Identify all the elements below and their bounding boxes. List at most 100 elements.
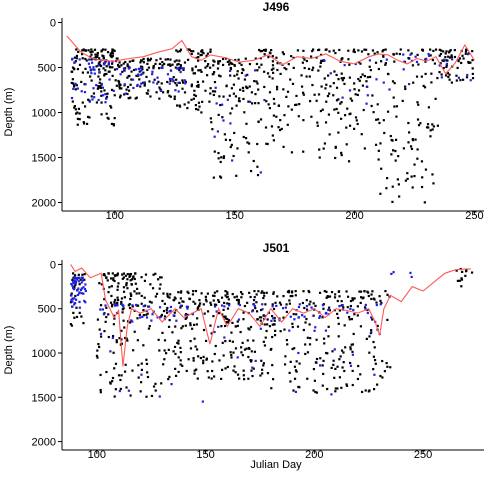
panel2-point-black — [288, 371, 291, 375]
panel1-point-black — [149, 95, 152, 98]
panel1-point-black — [90, 53, 93, 56]
panel2-point-black — [213, 352, 216, 356]
panel1-point-black — [390, 153, 393, 156]
panel1-point-blue — [248, 100, 252, 103]
panel1-point-black — [154, 62, 157, 66]
panel1-point-blue — [438, 64, 441, 67]
panel1-point-blue — [177, 81, 180, 84]
panel1-point-black — [207, 63, 210, 66]
panel1-point-black — [201, 51, 204, 54]
panel2-point-black — [96, 356, 99, 359]
panel2-point-black — [461, 270, 464, 274]
panel2-point-blue — [130, 319, 133, 322]
panel2-point-black — [166, 292, 169, 295]
panel1-point-black — [193, 72, 197, 75]
panel1-point-blue — [74, 82, 77, 85]
panel1-point-black — [235, 73, 239, 76]
panel1-point-black — [120, 87, 123, 90]
panel1-point-black — [143, 83, 146, 86]
panel2-point-black — [189, 322, 192, 325]
panel2-point-black — [376, 383, 379, 386]
panel1-point-black — [222, 95, 225, 98]
panel2-point-black — [338, 358, 341, 361]
panel1-point-black — [340, 151, 343, 154]
panel2-point-black — [154, 295, 157, 298]
panel1-point-black — [385, 187, 388, 190]
panel1-point-black — [357, 77, 360, 81]
panel1-point-blue — [105, 97, 108, 100]
panel1-point-black — [194, 104, 197, 107]
panel2-point-black — [315, 338, 318, 341]
panel1-point-black — [98, 81, 101, 84]
panel1-point-blue — [445, 62, 449, 65]
panel2-point-black — [213, 294, 216, 298]
panel2-point-black — [338, 295, 341, 298]
panel2-point-black — [109, 381, 112, 384]
panel2-point-blue — [186, 307, 189, 310]
panel1-point-black — [146, 57, 150, 60]
panel2-point-black — [368, 351, 371, 354]
panel2-point-blue — [259, 327, 262, 330]
panel1-point-black — [121, 70, 124, 73]
panel2-point-black — [263, 294, 266, 297]
panel1-point-black — [242, 69, 245, 72]
panel1-point-black — [90, 48, 93, 51]
panel1-point-black — [456, 66, 459, 70]
panel1-point-black — [275, 56, 278, 59]
panel2-point-black — [226, 321, 229, 324]
panel1-point-black — [279, 119, 282, 122]
panel1-point-black — [102, 57, 105, 60]
panel1-point-black — [174, 66, 177, 69]
panel2-point-black — [107, 313, 110, 316]
panel2-point-black — [253, 296, 256, 299]
panel2-point-black — [278, 301, 282, 304]
panel1-point-black — [162, 91, 165, 94]
panel2-point-blue — [73, 279, 76, 282]
panel1-point-black — [118, 61, 121, 64]
panel1-point-black — [110, 52, 114, 55]
panel2-point-black — [212, 299, 215, 302]
panel2-point-blue — [318, 315, 322, 318]
panel1-point-blue — [341, 96, 344, 99]
panel2-point-black — [334, 390, 337, 393]
panel2-point-black — [231, 321, 234, 325]
panel2-point-blue — [325, 311, 328, 315]
panel2-point-black — [152, 385, 156, 388]
panel1-point-black — [190, 83, 193, 86]
panel1-point-black — [192, 72, 195, 75]
panel2-point-black — [192, 289, 195, 293]
panel2-point-black — [158, 287, 161, 290]
panel2-point-black — [140, 381, 143, 384]
panel2-point-black — [71, 278, 74, 282]
panel1-point-black — [324, 121, 328, 124]
panel1-point-black — [126, 85, 130, 89]
panel1-point-blue — [112, 89, 115, 92]
panel1-point-blue — [443, 58, 446, 61]
panel2-point-black — [343, 324, 346, 327]
panel1-point-blue — [216, 130, 219, 133]
panel1-point-black — [103, 73, 106, 76]
panel2-point-black — [116, 285, 119, 288]
panel2-point-black — [289, 380, 292, 383]
panel1-point-black — [84, 67, 87, 70]
panel1-point-black — [311, 83, 314, 87]
panel2-point-blue — [217, 325, 220, 328]
panel2-point-black — [334, 367, 337, 371]
panel1-point-black — [131, 59, 134, 63]
panel2-point-black — [112, 351, 115, 354]
panel2-point-black — [124, 363, 127, 366]
panel1-point-black — [318, 156, 321, 159]
panel1-point-black — [357, 49, 360, 52]
panel2-point-blue — [109, 350, 112, 353]
panel1-point-black — [98, 68, 101, 71]
panel1-point-black — [413, 174, 416, 178]
panel2-point-blue — [111, 336, 114, 340]
panel2-point-black — [103, 330, 106, 333]
panel1-point-black — [392, 96, 395, 99]
panel1-point-black — [213, 90, 217, 93]
panel1-point-blue — [104, 93, 107, 96]
panel2-point-black — [237, 298, 240, 302]
panel1-point-black — [272, 114, 275, 117]
panel2-point-black — [167, 378, 170, 381]
panel1-point-black — [285, 95, 288, 98]
